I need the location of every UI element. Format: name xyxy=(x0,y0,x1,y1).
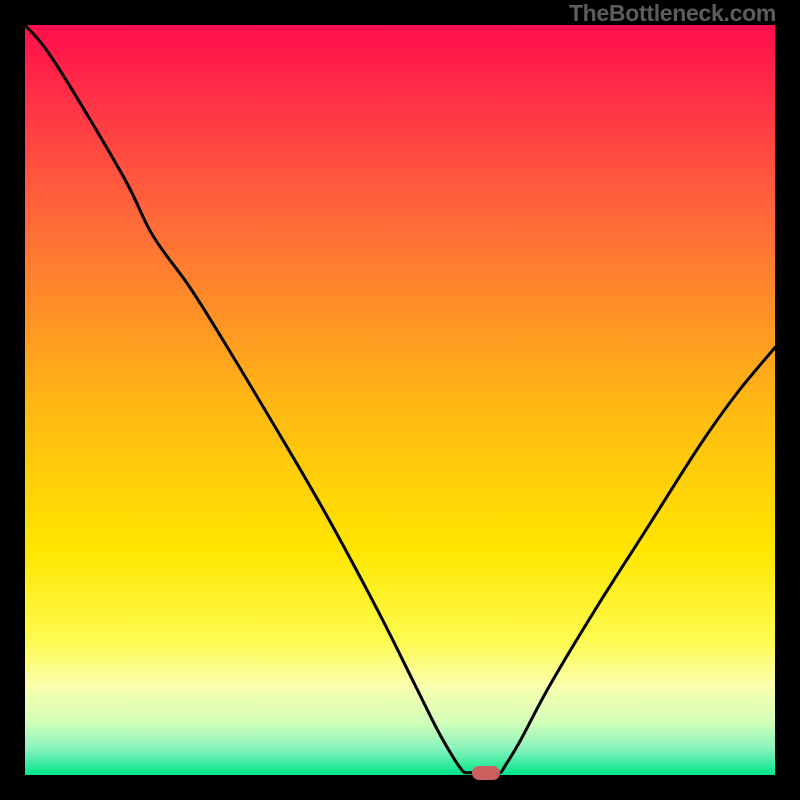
chart-container: TheBottleneck.com xyxy=(0,0,800,800)
optimal-marker xyxy=(472,766,500,780)
plot-area xyxy=(25,25,775,775)
gradient-background xyxy=(25,25,775,775)
watermark-text: TheBottleneck.com xyxy=(569,0,776,27)
gradient-rect xyxy=(25,25,775,775)
